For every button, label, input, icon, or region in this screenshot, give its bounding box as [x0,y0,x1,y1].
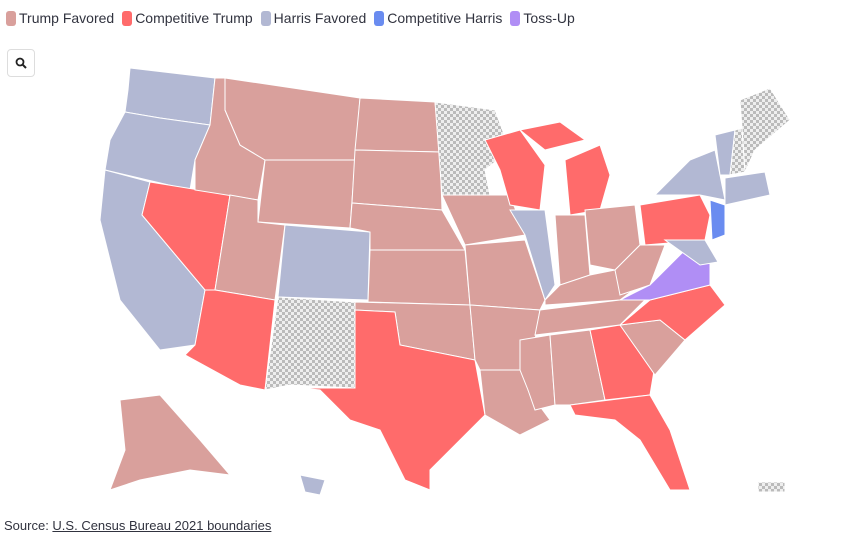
legend-item-ct[interactable]: Competitive Trump [122,10,253,26]
state-hi[interactable] [299,474,326,496]
legend-label: Trump Favored [19,10,115,26]
state-sd[interactable] [351,149,443,211]
state-tn[interactable] [534,299,647,336]
state-nm[interactable] [264,296,356,391]
zoom-button[interactable] [7,49,35,77]
legend-label: Harris Favored [273,10,367,26]
state-mo[interactable] [464,239,546,311]
state-tx[interactable] [299,309,486,491]
state-ma[interactable] [724,171,771,206]
legend-swatch [122,10,133,26]
state-nd[interactable] [354,97,441,153]
state-mt[interactable] [224,77,361,161]
legend-swatch [6,10,16,26]
state-ga[interactable] [589,324,656,401]
state-wv[interactable] [614,244,666,296]
legend-swatch [510,10,521,26]
state-or[interactable] [104,111,211,191]
legend-label: Competitive Trump [135,10,253,26]
state-ks[interactable] [367,249,471,306]
state-in[interactable] [554,214,591,286]
state-wy[interactable] [257,159,356,229]
source-label: Source: [4,518,53,533]
state-ak[interactable] [109,394,232,491]
legend-item-hf[interactable]: Harris Favored [260,10,367,26]
state-pa[interactable] [639,194,711,246]
legend-label: Competitive Harris [387,10,503,26]
state-mi_up[interactable] [518,121,587,151]
state-co[interactable] [277,224,371,301]
state-dc[interactable] [757,481,786,493]
search-icon [15,57,27,69]
legend-label: Toss-Up [523,10,575,26]
legend-item-ch[interactable]: Competitive Harris [374,10,502,26]
legend: Trump Favored Competitive Trump Harris Fav… [6,10,575,26]
state-md[interactable] [663,239,719,266]
state-fl[interactable] [569,394,691,491]
legend-swatch [260,10,271,26]
state-me[interactable] [739,87,791,173]
legend-item-tu[interactable]: Toss-Up [510,10,575,26]
state-il[interactable] [509,209,556,302]
source-note: Source: U.S. Census Bureau 2021 boundari… [4,518,271,533]
state-ny[interactable] [653,149,726,201]
legend-swatch [374,10,385,26]
state-az[interactable] [184,289,276,391]
state-nj[interactable] [709,199,726,241]
legend-item-tf[interactable]: Trump Favored [6,10,114,26]
source-link[interactable]: U.S. Census Bureau 2021 boundaries [52,518,272,533]
state-mi[interactable] [564,144,611,216]
